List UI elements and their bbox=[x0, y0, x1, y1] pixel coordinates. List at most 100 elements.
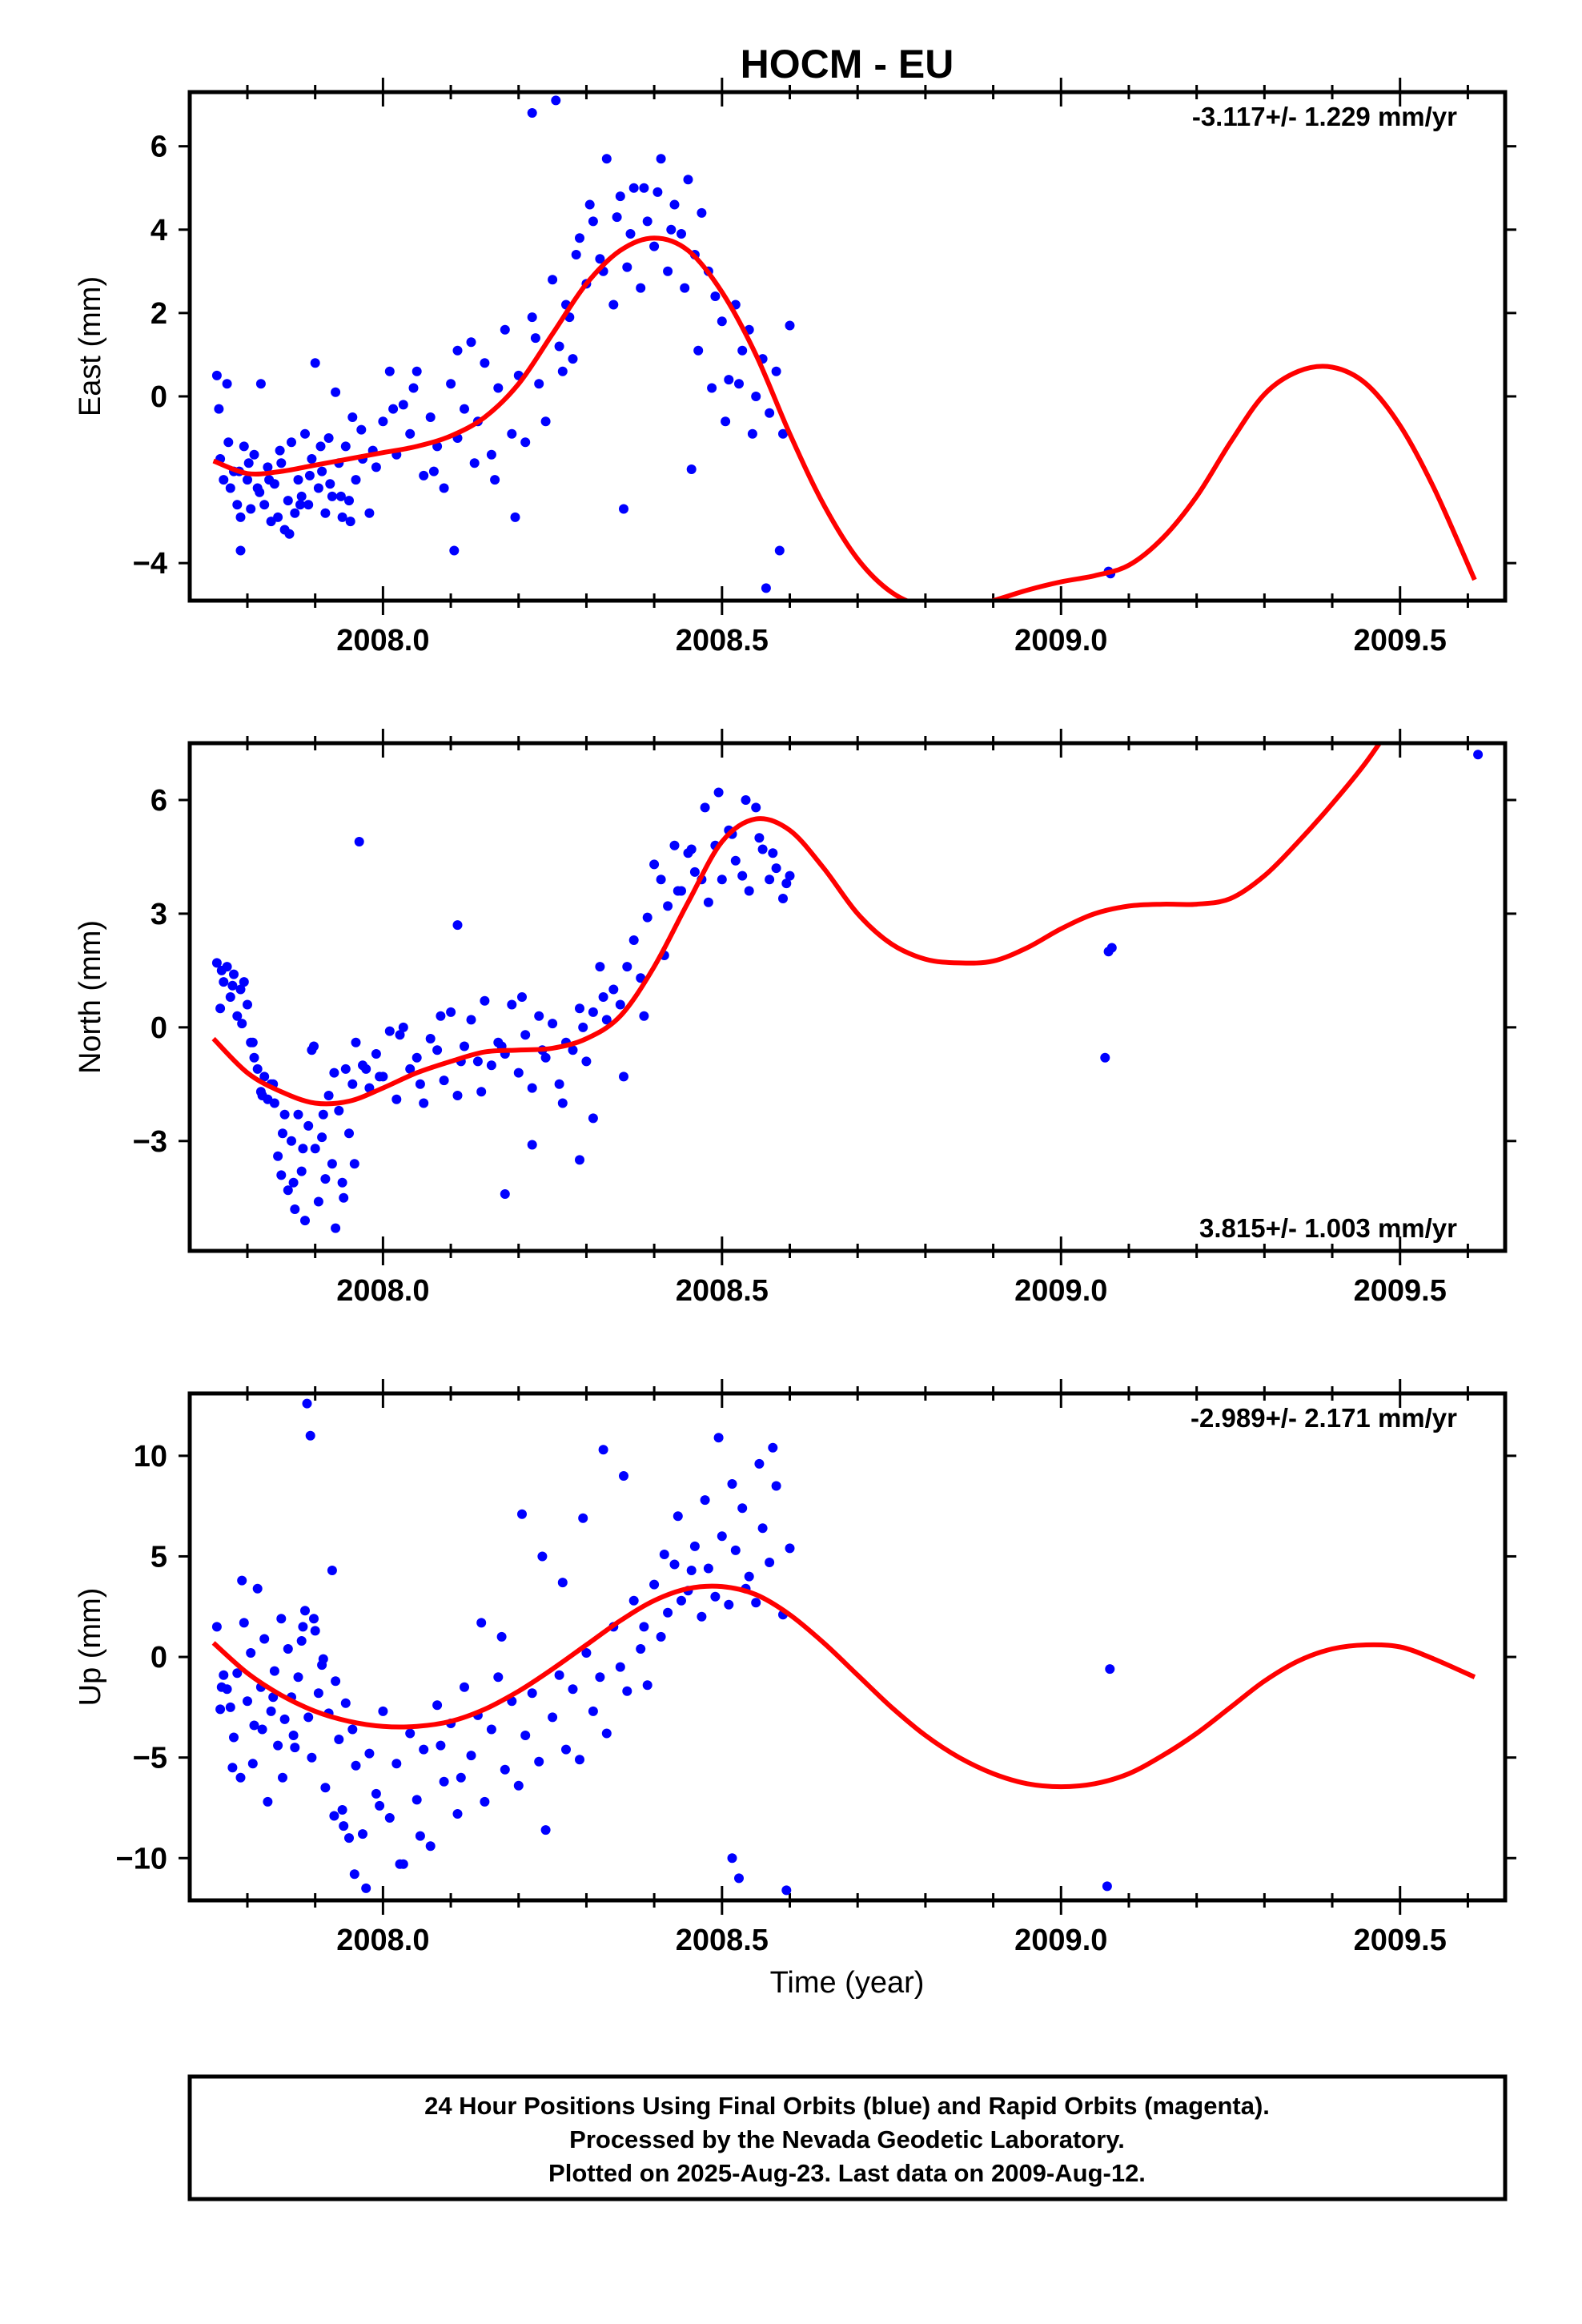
x-tick-label: 2009.5 bbox=[1354, 1924, 1447, 1957]
data-point bbox=[275, 445, 285, 456]
data-point bbox=[548, 275, 558, 285]
data-point bbox=[460, 1041, 469, 1051]
data-point bbox=[347, 1079, 358, 1089]
data-point bbox=[214, 404, 224, 414]
data-point bbox=[276, 1614, 287, 1624]
east-panel: 2008.0 2008.5 2009.0 2009.5 6 4 2 0 −4 East (mm) -… bbox=[74, 0, 1516, 657]
data-point bbox=[391, 1094, 402, 1104]
data-point bbox=[354, 837, 364, 846]
data-point bbox=[730, 1545, 741, 1555]
data-point bbox=[683, 175, 693, 185]
y-tick-label: 10 bbox=[134, 1440, 167, 1474]
data-point bbox=[1473, 750, 1484, 760]
data-point bbox=[619, 1471, 628, 1481]
data-point bbox=[211, 1622, 222, 1632]
data-point bbox=[327, 1566, 337, 1575]
data-point bbox=[290, 1204, 300, 1214]
data-point bbox=[232, 1011, 243, 1021]
data-point bbox=[257, 1091, 267, 1100]
data-point bbox=[361, 1883, 371, 1893]
data-point bbox=[323, 433, 334, 443]
data-point bbox=[320, 508, 331, 518]
data-point bbox=[1109, 0, 1118, 5]
data-point bbox=[768, 848, 778, 858]
data-point bbox=[527, 1688, 537, 1699]
data-point bbox=[595, 962, 605, 972]
data-point bbox=[313, 483, 323, 493]
data-point bbox=[331, 1223, 341, 1233]
data-point bbox=[405, 1063, 416, 1074]
data-point bbox=[276, 458, 287, 468]
data-point bbox=[669, 1559, 680, 1570]
data-point bbox=[588, 216, 598, 227]
velocity-label: -3.117+/- 1.229 mm/yr bbox=[1192, 102, 1457, 131]
data-point bbox=[249, 449, 259, 460]
y-tick-label: −5 bbox=[133, 1742, 167, 1775]
data-point bbox=[375, 1800, 385, 1811]
data-point bbox=[266, 1706, 276, 1716]
data-point bbox=[513, 1068, 524, 1078]
data-point bbox=[323, 1091, 334, 1100]
data-point bbox=[456, 1772, 466, 1783]
data-points bbox=[211, 0, 1118, 593]
data-point bbox=[656, 875, 666, 885]
data-point bbox=[466, 337, 476, 348]
data-point bbox=[317, 466, 327, 476]
data-point bbox=[588, 1007, 598, 1017]
data-point bbox=[575, 1755, 584, 1765]
data-point bbox=[395, 1859, 405, 1869]
x-tick-label: 2009.0 bbox=[1014, 1274, 1107, 1308]
data-point bbox=[612, 212, 622, 223]
data-point bbox=[293, 475, 303, 485]
data-point bbox=[765, 408, 775, 418]
data-point bbox=[331, 1676, 341, 1687]
data-point bbox=[252, 1583, 263, 1594]
data-point bbox=[771, 366, 781, 376]
data-point bbox=[295, 500, 305, 510]
data-point bbox=[584, 199, 595, 210]
data-point bbox=[747, 428, 757, 439]
data-point bbox=[349, 1159, 359, 1169]
data-point bbox=[686, 844, 697, 854]
data-point bbox=[361, 1063, 371, 1074]
data-point bbox=[287, 1136, 296, 1146]
x-tick-label: 2008.0 bbox=[336, 624, 429, 657]
data-point bbox=[721, 416, 731, 427]
data-point bbox=[765, 875, 775, 885]
data-point bbox=[452, 1091, 463, 1100]
data-point bbox=[628, 1595, 639, 1606]
data-point bbox=[476, 1087, 487, 1097]
data-point bbox=[257, 1724, 267, 1735]
data-point bbox=[255, 379, 266, 389]
data-point bbox=[446, 1007, 456, 1017]
data-point bbox=[391, 1759, 402, 1769]
data-points bbox=[211, 750, 1484, 1233]
data-point bbox=[356, 424, 367, 435]
data-point bbox=[227, 1763, 238, 1773]
data-point bbox=[548, 1712, 558, 1723]
data-point bbox=[296, 1166, 307, 1176]
data-point bbox=[225, 992, 235, 1002]
data-point bbox=[744, 886, 754, 896]
figure-title: HOCM - EU bbox=[741, 42, 954, 86]
data-point bbox=[480, 1796, 490, 1807]
data-point bbox=[237, 1575, 247, 1586]
data-point bbox=[310, 1626, 320, 1636]
y-axis-label: Up (mm) bbox=[74, 1588, 107, 1707]
y-axis-label: East (mm) bbox=[74, 276, 107, 416]
data-point bbox=[243, 1696, 252, 1707]
data-point bbox=[335, 491, 346, 501]
data-point bbox=[235, 1772, 246, 1783]
data-point bbox=[235, 512, 246, 522]
data-point bbox=[622, 1686, 632, 1696]
data-point bbox=[466, 1015, 476, 1025]
data-point bbox=[540, 416, 551, 427]
data-point bbox=[300, 1216, 310, 1226]
data-point bbox=[781, 879, 792, 889]
data-point bbox=[264, 475, 275, 485]
data-point bbox=[223, 437, 234, 448]
data-point bbox=[255, 487, 265, 497]
fit-curve bbox=[211, 743, 1383, 1107]
data-point bbox=[243, 458, 254, 468]
data-point bbox=[446, 379, 456, 389]
